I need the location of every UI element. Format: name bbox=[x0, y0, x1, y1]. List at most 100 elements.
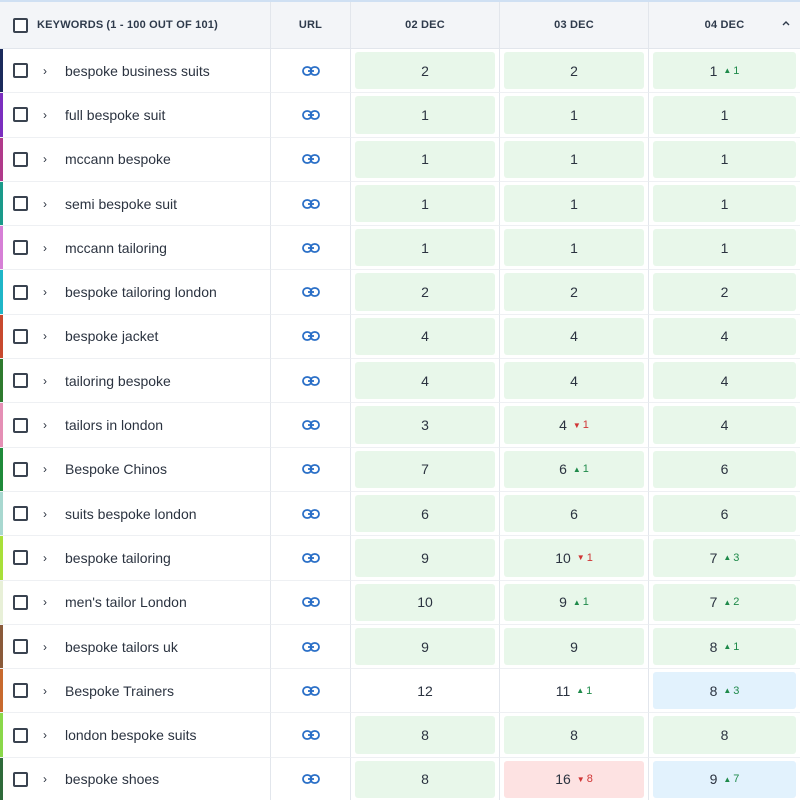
keyword-text[interactable]: london bespoke suits bbox=[65, 727, 197, 744]
position-cell[interactable]: 6 bbox=[649, 448, 800, 492]
keyword-text[interactable]: bespoke tailors uk bbox=[65, 638, 178, 655]
link-icon[interactable] bbox=[301, 464, 320, 475]
chevron-right-icon[interactable]: › bbox=[43, 418, 47, 433]
position-cell[interactable]: 16 ▼ 8 bbox=[500, 757, 649, 800]
position-cell[interactable]: 1 bbox=[351, 181, 500, 227]
link-icon[interactable] bbox=[301, 641, 320, 652]
position-cell[interactable]: 1 bbox=[500, 181, 649, 227]
position-cell[interactable]: 6 bbox=[649, 492, 800, 537]
link-icon[interactable] bbox=[301, 597, 320, 608]
chevron-right-icon[interactable]: › bbox=[43, 728, 47, 743]
keywords-column-header[interactable]: KEYWORDS (1 - 100 OUT OF 101) bbox=[0, 2, 271, 49]
position-cell[interactable]: 10 ▼ 1 bbox=[500, 536, 649, 581]
link-icon[interactable] bbox=[301, 65, 320, 76]
chevron-right-icon[interactable]: › bbox=[43, 772, 47, 787]
chevron-right-icon[interactable]: › bbox=[43, 373, 47, 388]
position-cell[interactable]: 8 ▲ 3 bbox=[649, 669, 800, 714]
position-cell[interactable]: 8 bbox=[351, 713, 500, 758]
position-cell[interactable]: 4 bbox=[500, 359, 649, 404]
keyword-text[interactable]: bespoke tailoring bbox=[65, 549, 171, 566]
position-cell[interactable]: 7 ▲ 3 bbox=[649, 536, 800, 581]
row-checkbox[interactable] bbox=[13, 107, 28, 123]
position-cell[interactable]: 9 ▲ 1 bbox=[500, 580, 649, 625]
row-checkbox[interactable] bbox=[13, 506, 28, 522]
position-cell[interactable]: 2 bbox=[351, 270, 500, 315]
position-cell[interactable]: 4 bbox=[500, 314, 649, 360]
position-cell[interactable]: 1 bbox=[649, 182, 800, 227]
position-cell[interactable]: 3 bbox=[351, 403, 500, 448]
chevron-right-icon[interactable]: › bbox=[43, 152, 47, 167]
link-icon[interactable] bbox=[301, 508, 320, 519]
position-cell[interactable]: 4 bbox=[649, 403, 800, 448]
keyword-text[interactable]: semi bespoke suit bbox=[65, 195, 178, 212]
position-cell[interactable]: 8 bbox=[649, 713, 800, 758]
row-checkbox[interactable] bbox=[13, 594, 28, 610]
row-checkbox[interactable] bbox=[13, 461, 28, 477]
position-cell[interactable]: 2 bbox=[649, 270, 800, 315]
position-cell[interactable]: 11 ▲ 1 bbox=[500, 669, 649, 714]
link-icon[interactable] bbox=[301, 553, 320, 563]
row-checkbox[interactable] bbox=[13, 151, 28, 167]
position-cell[interactable]: 8 bbox=[500, 713, 649, 758]
position-cell[interactable]: 9 bbox=[351, 624, 500, 670]
chevron-right-icon[interactable]: › bbox=[43, 63, 47, 78]
position-cell[interactable]: 1 bbox=[649, 226, 800, 271]
link-icon[interactable] bbox=[301, 420, 320, 430]
chevron-up-icon[interactable] bbox=[782, 19, 790, 27]
position-cell[interactable]: 4 bbox=[351, 314, 500, 360]
position-cell[interactable]: 9 ▲ 7 bbox=[649, 758, 800, 800]
row-checkbox[interactable] bbox=[13, 771, 28, 787]
row-checkbox[interactable] bbox=[13, 727, 28, 743]
chevron-right-icon[interactable]: › bbox=[43, 285, 47, 300]
position-cell[interactable]: 4 bbox=[649, 315, 800, 360]
link-icon[interactable] bbox=[301, 154, 320, 165]
chevron-right-icon[interactable]: › bbox=[43, 107, 47, 122]
position-cell[interactable]: 6 ▲ 1 bbox=[500, 447, 649, 492]
link-icon[interactable] bbox=[301, 685, 320, 696]
link-icon[interactable] bbox=[301, 198, 320, 209]
link-icon[interactable] bbox=[301, 331, 320, 342]
keyword-text[interactable]: bespoke jacket bbox=[65, 328, 159, 345]
position-cell[interactable]: 7 ▲ 2 bbox=[649, 581, 800, 625]
position-cell[interactable]: 1 bbox=[351, 137, 500, 182]
position-cell[interactable]: 4 bbox=[649, 359, 800, 404]
link-icon[interactable] bbox=[301, 730, 320, 740]
date-column-header-2[interactable]: 03 DEC bbox=[500, 2, 649, 49]
row-checkbox[interactable] bbox=[13, 328, 28, 344]
chevron-right-icon[interactable]: › bbox=[43, 595, 47, 610]
position-cell[interactable]: 8 bbox=[351, 757, 500, 800]
row-checkbox[interactable] bbox=[13, 196, 28, 212]
keyword-text[interactable]: Bespoke Trainers bbox=[65, 682, 174, 699]
date-column-header-1[interactable]: 02 DEC bbox=[351, 2, 500, 49]
link-icon[interactable] bbox=[301, 375, 320, 386]
row-checkbox[interactable] bbox=[13, 417, 28, 433]
link-icon[interactable] bbox=[301, 287, 320, 298]
link-icon[interactable] bbox=[301, 110, 320, 120]
position-cell[interactable]: 9 bbox=[500, 624, 649, 670]
position-cell[interactable]: 4 ▼ 1 bbox=[500, 403, 649, 448]
row-checkbox[interactable] bbox=[13, 639, 28, 654]
row-checkbox[interactable] bbox=[13, 373, 28, 389]
position-cell[interactable]: 10 bbox=[351, 580, 500, 625]
position-cell[interactable]: 1 bbox=[649, 93, 800, 138]
chevron-right-icon[interactable]: › bbox=[43, 683, 47, 698]
keyword-text[interactable]: tailors in london bbox=[65, 417, 164, 434]
keyword-text[interactable]: suits bespoke london bbox=[65, 505, 197, 522]
keyword-text[interactable]: bespoke business suits bbox=[65, 62, 210, 79]
chevron-right-icon[interactable]: › bbox=[43, 240, 47, 255]
position-cell[interactable]: 1 bbox=[351, 226, 500, 271]
chevron-right-icon[interactable]: › bbox=[43, 639, 47, 654]
keyword-text[interactable]: bespoke tailoring london bbox=[65, 284, 217, 301]
keyword-text[interactable]: men's tailor London bbox=[65, 594, 187, 611]
keyword-text[interactable]: full bespoke suit bbox=[65, 106, 166, 123]
keyword-text[interactable]: mccann tailoring bbox=[65, 239, 167, 256]
row-checkbox[interactable] bbox=[13, 683, 28, 699]
position-cell[interactable]: 1 bbox=[500, 93, 649, 138]
chevron-right-icon[interactable]: › bbox=[43, 550, 47, 565]
keyword-text[interactable]: bespoke shoes bbox=[65, 771, 160, 788]
position-cell[interactable]: 6 bbox=[500, 491, 649, 537]
row-checkbox[interactable] bbox=[13, 284, 28, 300]
chevron-right-icon[interactable]: › bbox=[43, 462, 47, 477]
position-cell[interactable]: 1 bbox=[500, 226, 649, 271]
position-cell[interactable]: 1 bbox=[351, 93, 500, 138]
